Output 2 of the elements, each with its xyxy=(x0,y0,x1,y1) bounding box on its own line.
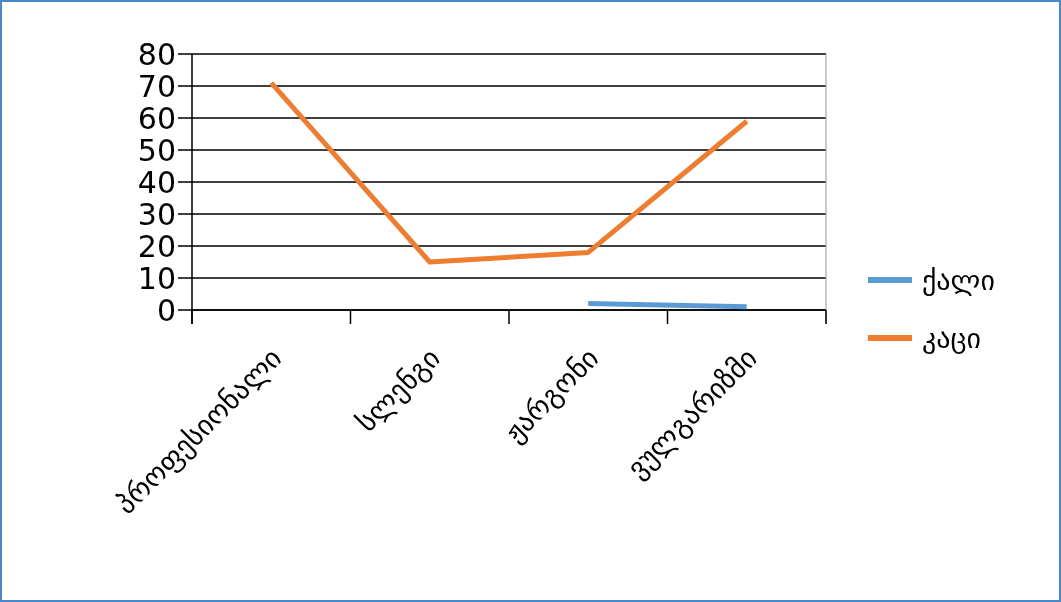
legend-label: ქალი xyxy=(922,263,995,297)
legend-label: კაცი xyxy=(922,321,981,355)
